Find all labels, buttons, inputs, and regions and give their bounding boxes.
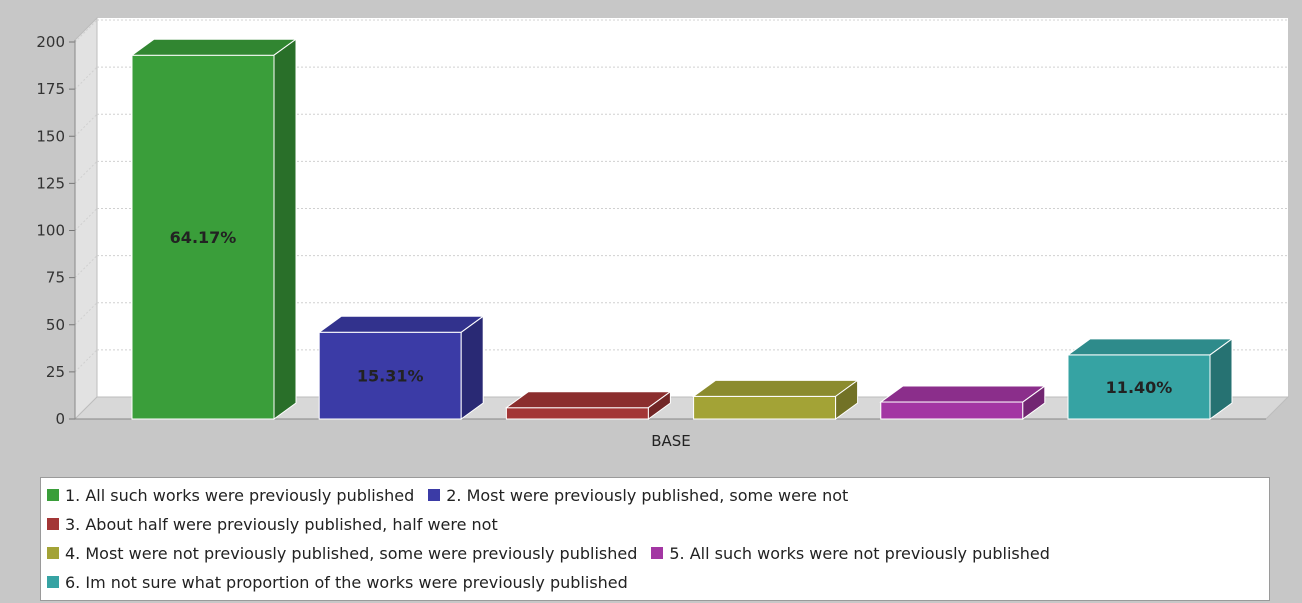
bar-front xyxy=(880,401,1024,420)
legend-label: 3. About half were previously published,… xyxy=(65,514,498,534)
legend-swatch xyxy=(47,576,59,588)
gridline xyxy=(74,66,98,90)
bar-side xyxy=(835,379,859,420)
bar-chart-svg: 0 25 50 75 100 125 150 175 200 64.17% 15.31% 11.40%… xyxy=(36,16,1290,450)
legend-row: 3. About half were previously published,… xyxy=(47,510,512,538)
bar-top xyxy=(1066,338,1234,356)
y-tick-label: 50 xyxy=(46,316,65,334)
y-tick-label: 200 xyxy=(36,33,65,51)
y-tick-label: 100 xyxy=(36,222,65,240)
legend-swatch xyxy=(47,547,59,559)
bar-side xyxy=(647,390,671,420)
bar-side xyxy=(460,315,484,420)
bar-front xyxy=(505,407,649,420)
gridline xyxy=(74,255,98,278)
gridline xyxy=(74,208,98,231)
legend-label: 1. All such works were previously publis… xyxy=(65,485,415,505)
bar-data-label: 11.40% xyxy=(1106,378,1173,397)
bar-front xyxy=(318,331,462,420)
legend-swatch xyxy=(428,489,441,501)
bar-top xyxy=(692,379,860,397)
legend-label: 2. Most were previously published, some … xyxy=(446,485,849,505)
plot-left-wall xyxy=(74,16,98,421)
legend-item: 5. All such works were not previously pu… xyxy=(651,544,1050,563)
y-tick-label: 175 xyxy=(36,80,65,98)
y-tick-label: 125 xyxy=(36,174,65,192)
y-tick-label: 75 xyxy=(46,269,65,287)
gridline xyxy=(74,113,98,137)
bar-data-label: 15.31% xyxy=(357,367,424,386)
legend-label: 5. All such works were not previously pu… xyxy=(669,543,1050,563)
bar-front xyxy=(131,54,275,420)
y-tick-label: 150 xyxy=(36,127,65,145)
legend-row: 1. All such works were previously publis… xyxy=(47,481,862,509)
bar-top xyxy=(130,38,298,56)
bar-side xyxy=(1022,385,1046,420)
bar-top xyxy=(317,315,485,333)
gridline xyxy=(74,161,98,184)
legend-item: 6. Im not sure what proportion of the wo… xyxy=(47,573,628,592)
legend-row: 4. Most were not previously published, s… xyxy=(47,539,1064,567)
gridline xyxy=(74,19,98,43)
bar-top xyxy=(504,391,672,409)
legend-item: 1. All such works were previously publis… xyxy=(47,486,414,505)
bar-top xyxy=(879,385,1047,403)
bar-side xyxy=(1209,337,1233,420)
legend-label: 6. Im not sure what proportion of the wo… xyxy=(65,572,628,592)
gridline xyxy=(74,349,98,373)
gridline xyxy=(74,302,98,326)
legend-swatch xyxy=(47,489,59,501)
legend-row: 6. Im not sure what proportion of the wo… xyxy=(47,568,642,596)
legend-item: 3. About half were previously published,… xyxy=(47,515,498,534)
y-tick-label: 0 xyxy=(55,410,65,428)
x-category-label: BASE xyxy=(651,432,691,450)
legend-item: 4. Most were not previously published, s… xyxy=(47,544,637,563)
bar-data-label: 64.17% xyxy=(170,228,237,247)
legend: 1. All such works were previously publis… xyxy=(40,477,1270,601)
legend-swatch xyxy=(47,518,59,530)
legend-item: 2. Most were previously published, some … xyxy=(428,486,848,505)
bar-front xyxy=(693,395,837,420)
bar-side xyxy=(273,38,297,420)
y-tick-label: 25 xyxy=(46,363,65,381)
legend-label: 4. Most were not previously published, s… xyxy=(65,543,638,563)
legend-swatch xyxy=(651,547,664,559)
bar-front xyxy=(1067,354,1211,420)
